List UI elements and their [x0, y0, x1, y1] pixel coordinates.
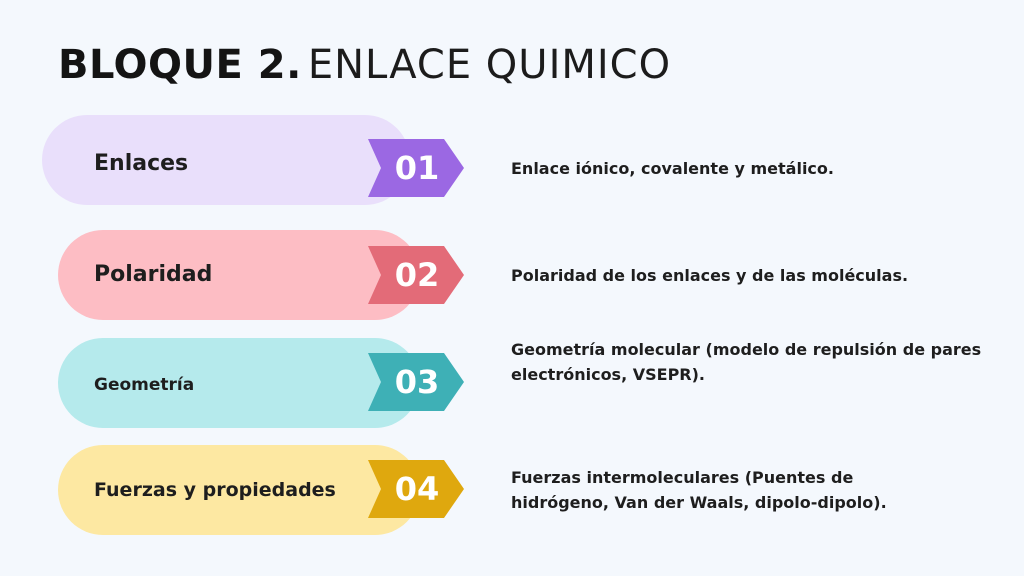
badge-arrow-shape — [368, 353, 464, 411]
label-fuerzas: Fuerzas y propiedades — [94, 479, 336, 501]
badge-01: 01 — [368, 139, 464, 197]
pill-enlaces — [42, 115, 410, 205]
pill-geometria — [58, 338, 420, 428]
description-geometria: Geometría molecular (modelo de repulsión… — [511, 340, 982, 384]
badge-arrow-shape — [368, 460, 464, 518]
badge-number: 04 — [394, 470, 440, 508]
badge-arrow-shape — [368, 139, 464, 197]
badge-03: 03 — [368, 353, 464, 411]
label-enlaces: Enlaces — [94, 151, 189, 176]
title-bold: BLOQUE 2. — [58, 42, 302, 88]
description-polaridad: Polaridad de los enlaces y de las molécu… — [511, 266, 909, 285]
badge-04: 04 — [368, 460, 464, 518]
badge-02: 02 — [368, 246, 464, 304]
badge-number: 01 — [394, 149, 440, 187]
label-geometria: Geometría — [94, 375, 195, 395]
description-enlaces: Enlace iónico, covalente y metálico. — [511, 159, 834, 178]
title-light: ENLACE QUIMICO — [307, 42, 672, 88]
label-polaridad: Polaridad — [94, 262, 213, 287]
badge-number: 03 — [394, 363, 440, 401]
pill-fuerzas — [58, 445, 420, 535]
pill-polaridad — [58, 230, 420, 320]
badge-number: 02 — [394, 256, 440, 294]
badge-arrow-shape — [368, 246, 464, 304]
description-fuerzas: Fuerzas intermoleculares (Puentes de hid… — [511, 468, 887, 512]
slide-title: BLOQUE 2. ENLACE QUIMICO — [58, 40, 671, 90]
